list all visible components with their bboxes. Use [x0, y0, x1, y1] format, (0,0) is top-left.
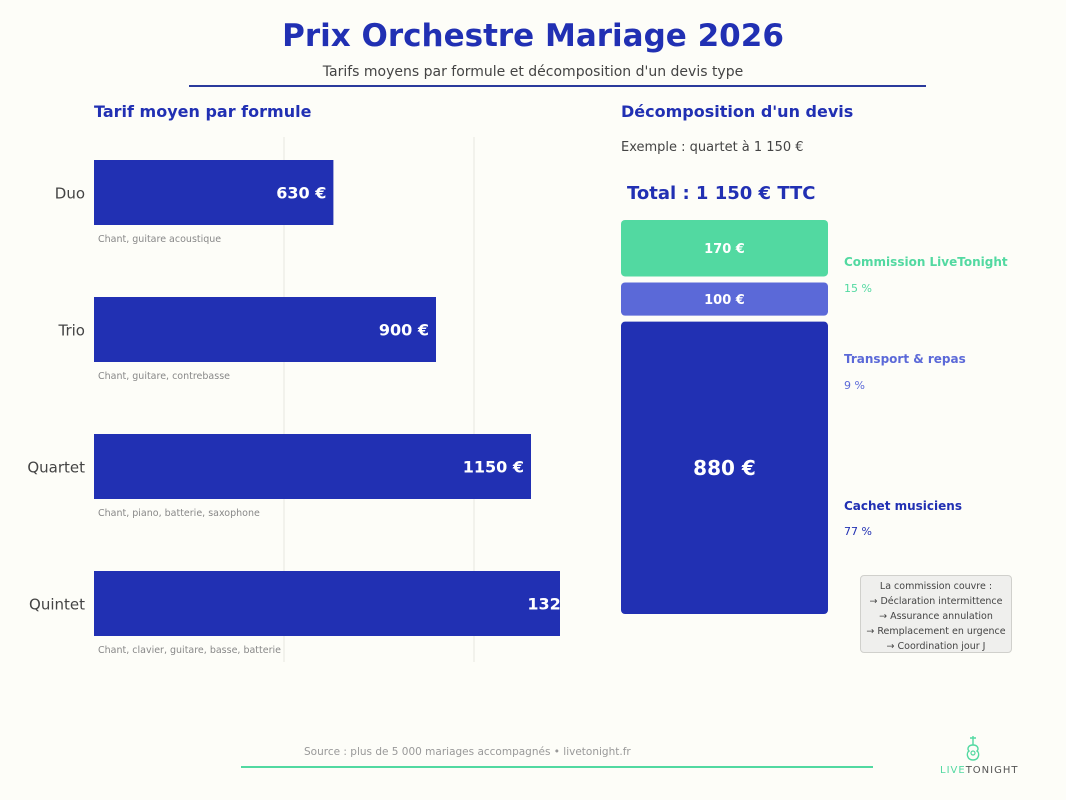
page-subtitle: Tarifs moyens par formule et décompositi…: [322, 64, 744, 80]
segment-value-transport-repas: 100 €: [704, 293, 745, 308]
bar-chart-title: Tarif moyen par formule: [94, 102, 312, 121]
source-text: Source : plus de 5 000 mariages accompag…: [304, 746, 631, 758]
legend-name-commission: Commission LiveTonight: [844, 255, 1008, 269]
description-trio: Chant, guitare, contrebasse: [98, 371, 230, 382]
description-quintet: Chant, clavier, guitare, basse, batterie: [98, 645, 281, 656]
note-item: → Déclaration intermittence: [869, 596, 1003, 607]
note-item: → Remplacement en urgence: [866, 626, 1006, 637]
quote-breakdown-chart: 170 € 100 € 880 €: [621, 220, 828, 614]
value-label-duo: 630 €: [276, 184, 326, 203]
legend-name-transport: Transport & repas: [844, 352, 966, 366]
description-quartet: Chant, piano, batterie, saxophone: [98, 508, 260, 519]
segment-commission-livetonight: [621, 220, 828, 277]
commission-note: La commission couvre : → Déclaration int…: [860, 575, 1012, 653]
logo-text-tonight: TONIGHT: [965, 765, 1019, 776]
category-label-quintet: Quintet: [29, 596, 85, 614]
bar-trio: [94, 297, 436, 362]
legend-percent-cachet: 77 %: [844, 525, 872, 538]
title-divider: [189, 85, 926, 87]
logo-text: LIVETONIGHT: [940, 765, 1018, 776]
bar-quintet: [94, 571, 560, 636]
legend-percent-transport: 9 %: [844, 379, 865, 392]
guitar-icon: [966, 736, 980, 761]
value-label-quintet: 1320 €: [527, 595, 560, 614]
segment-value-commission-livetonight: 170 €: [704, 242, 745, 257]
category-label-duo: Duo: [55, 185, 85, 203]
bar-quartet: [94, 434, 531, 499]
segment-value-cachet-musiciens: 880 €: [693, 456, 756, 480]
value-label-quartet: 1150 €: [463, 458, 524, 477]
footer-divider: [241, 766, 873, 768]
example-text: Exemple : quartet à 1 150 €: [621, 140, 804, 155]
segment-transport-repas: [621, 282, 828, 316]
logo-text-live: LIVE: [940, 765, 966, 776]
legend-name-cachet: Cachet musiciens: [844, 499, 962, 513]
formula-bar-chart: Duo 630 € Chant, guitare acoustique Trio 900…: [27, 137, 560, 662]
page-title: Prix Orchestre Mariage 2026: [282, 18, 784, 54]
note-item: → Assurance annulation: [879, 611, 993, 622]
value-label-trio: 900 €: [379, 321, 429, 340]
note-item: → Coordination jour J: [886, 641, 986, 652]
note-heading: La commission couvre :: [879, 581, 993, 592]
breakdown-title: Décomposition d'un devis: [621, 102, 854, 121]
segment-cachet-musiciens: [621, 321, 828, 614]
description-duo: Chant, guitare acoustique: [98, 234, 221, 245]
legend-percent-commission: 15 %: [844, 282, 872, 295]
category-label-trio: Trio: [58, 322, 85, 340]
category-label-quartet: Quartet: [27, 459, 85, 477]
bar-duo: [94, 160, 334, 225]
total-text: Total : 1 150 € TTC: [627, 183, 816, 204]
